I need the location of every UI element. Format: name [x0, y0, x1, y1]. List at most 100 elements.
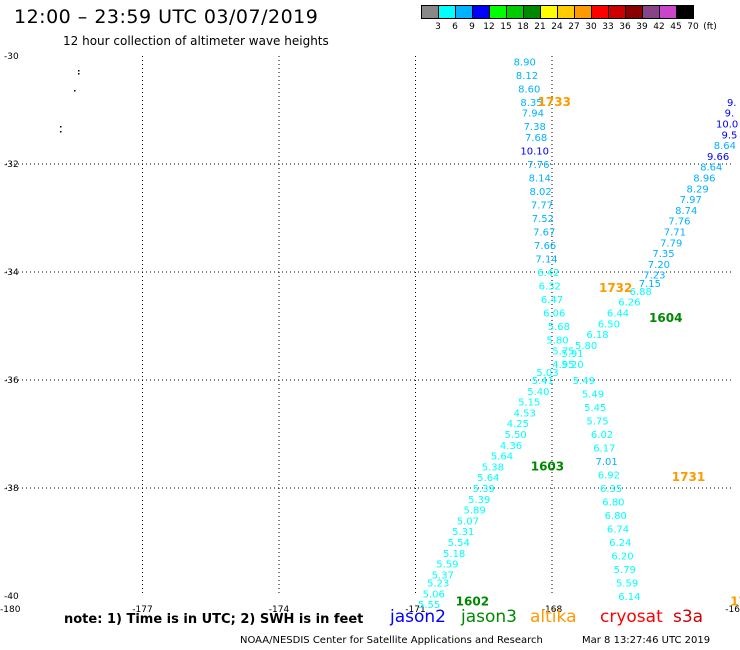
wave-height-value: 5.45: [584, 403, 606, 414]
wave-height-value: 6.47: [541, 295, 563, 306]
credit-line: NOAA/NESDIS Center for Satellite Applica…: [240, 635, 543, 646]
legend-cryosat: cryosat: [600, 607, 663, 627]
wave-height-value: 5.38: [482, 462, 504, 473]
wave-height-value: 5.37: [432, 570, 454, 581]
wave-height-value: 10.0: [716, 120, 738, 131]
wave-height-value: 5.80: [575, 341, 597, 352]
wave-height-value: 7.77: [531, 201, 553, 212]
wave-height-value: 5.03: [536, 368, 558, 379]
wave-height-value: 9.66: [707, 152, 729, 163]
latitude-label: -34: [4, 268, 19, 278]
wave-height-value: 7.97: [680, 195, 702, 206]
color-scale-label: 27: [568, 22, 580, 32]
latitude-label: -30: [4, 52, 19, 62]
wave-height-value: 5.15: [518, 398, 540, 409]
wave-height-value: 5.75: [552, 346, 574, 357]
wave-height-value: 4.36: [500, 441, 522, 452]
wave-height-value: 5.50: [504, 430, 526, 441]
wave-height-value: 6.35: [600, 484, 622, 495]
wave-height-value: 9.: [727, 98, 737, 109]
latitude-label: -40: [4, 592, 19, 602]
wave-height-value: 9.5: [721, 130, 737, 141]
wave-height-value: 5.79: [614, 565, 636, 576]
wave-height-value: 6.02: [591, 430, 613, 441]
wave-height-value: 7.71: [664, 228, 686, 239]
wave-height-value: 5.41: [532, 376, 554, 387]
color-scale-label: 33: [602, 22, 614, 32]
wave-height-value: 6.26: [618, 298, 640, 309]
wave-height-value: 6.80: [602, 498, 624, 509]
wave-height-value: 8.12: [516, 71, 538, 82]
color-scale-label: 39: [636, 22, 648, 32]
legend-jason2: jason2: [390, 607, 446, 627]
wave-height-value: 8.02: [529, 187, 551, 198]
pass-time-label: 1733: [538, 95, 571, 109]
wave-height-value: 7.76: [527, 160, 549, 171]
color-scale-label: 9: [469, 22, 475, 32]
wave-height-value: 5.59: [616, 579, 638, 590]
wave-height-value: 7.67: [533, 228, 555, 239]
wave-height-value: 8.96: [693, 174, 715, 185]
wave-height-value: 6.20: [611, 552, 633, 563]
wave-height-value: 5.07: [457, 516, 479, 527]
map-title: 12:00 – 23:59 UTC 03/07/2019: [14, 6, 319, 28]
island-speck: [78, 73, 80, 75]
color-scale-label: 30: [585, 22, 597, 32]
island-speck: [60, 126, 62, 128]
wave-height-value: 6.42: [537, 268, 559, 279]
color-scale-label: 3: [435, 22, 441, 32]
wave-height-value: 7.20: [648, 260, 670, 271]
wave-height-value: 7.01: [595, 457, 617, 468]
wave-height-value: 9.: [725, 109, 735, 120]
longitude-label: -180: [0, 605, 21, 615]
latitude-label: -32: [4, 160, 19, 170]
wave-height-value: 5.59: [436, 560, 458, 571]
wave-height-value: 5.49: [582, 390, 604, 401]
wave-height-value: 6.17: [593, 444, 615, 455]
color-scale-label: 21: [534, 22, 546, 32]
wave-height-value: 8.14: [529, 174, 551, 185]
wave-height-value: 5.80: [546, 336, 568, 347]
wave-height-value: 8.35: [520, 98, 542, 109]
wave-height-value: 5.39: [473, 484, 495, 495]
color-scale-label: 15: [500, 22, 512, 32]
wave-height-value: 5.18: [443, 549, 465, 560]
longitude-label: -168: [542, 605, 563, 615]
wave-height-value: 7.66: [534, 241, 556, 252]
color-scale-label: 24: [551, 22, 563, 32]
wave-height-value: 7.38: [524, 122, 546, 133]
wave-height-value: 5.39: [468, 495, 490, 506]
wave-height-value: 6.06: [543, 309, 565, 320]
wave-height-value: 7.68: [525, 133, 547, 144]
color-scale-label: 70: [687, 22, 699, 32]
color-scale-bar: [421, 5, 694, 19]
wave-height-value: 6.50: [598, 319, 620, 330]
pass-time-label: 1732: [599, 281, 632, 295]
map-subtitle: 12 hour collection of altimeter wave hei…: [63, 34, 329, 48]
wave-height-value: 4.95: [552, 360, 574, 371]
pass-time-label: 1603: [531, 459, 564, 473]
wave-height-value: 6.80: [605, 511, 627, 522]
color-swatch: [676, 5, 694, 19]
latitude-label: -36: [4, 376, 19, 386]
longitude-label: -174: [269, 605, 290, 615]
wave-height-value: 6.92: [598, 471, 620, 482]
wave-height-value: 6.14: [618, 592, 640, 603]
longitude-label: -177: [132, 605, 152, 615]
wave-height-value: 5.55: [418, 600, 440, 611]
wave-height-value: 5.68: [548, 322, 570, 333]
wave-height-value: 8.64: [700, 163, 722, 174]
wave-height-value: 6.18: [586, 330, 608, 341]
color-scale-label: (ft): [703, 22, 717, 32]
legend-jason3: jason3: [461, 607, 517, 627]
latitude-label: -38: [4, 484, 19, 494]
wave-height-value: 5.89: [464, 506, 486, 517]
pass-time-label: 17: [730, 594, 740, 608]
wave-height-value: 7.79: [660, 238, 682, 249]
color-scale-label: 36: [619, 22, 631, 32]
wave-height-value: 10.10: [520, 147, 549, 158]
longitude-label: -16: [725, 605, 740, 615]
color-scale-label: 12: [483, 22, 495, 32]
wave-height-value: 5.31: [452, 527, 474, 538]
color-scale-labels: 3 6 9 12 15 18 21 24 27 30 33 36 39 42 45 70 (ft): [421, 22, 740, 34]
